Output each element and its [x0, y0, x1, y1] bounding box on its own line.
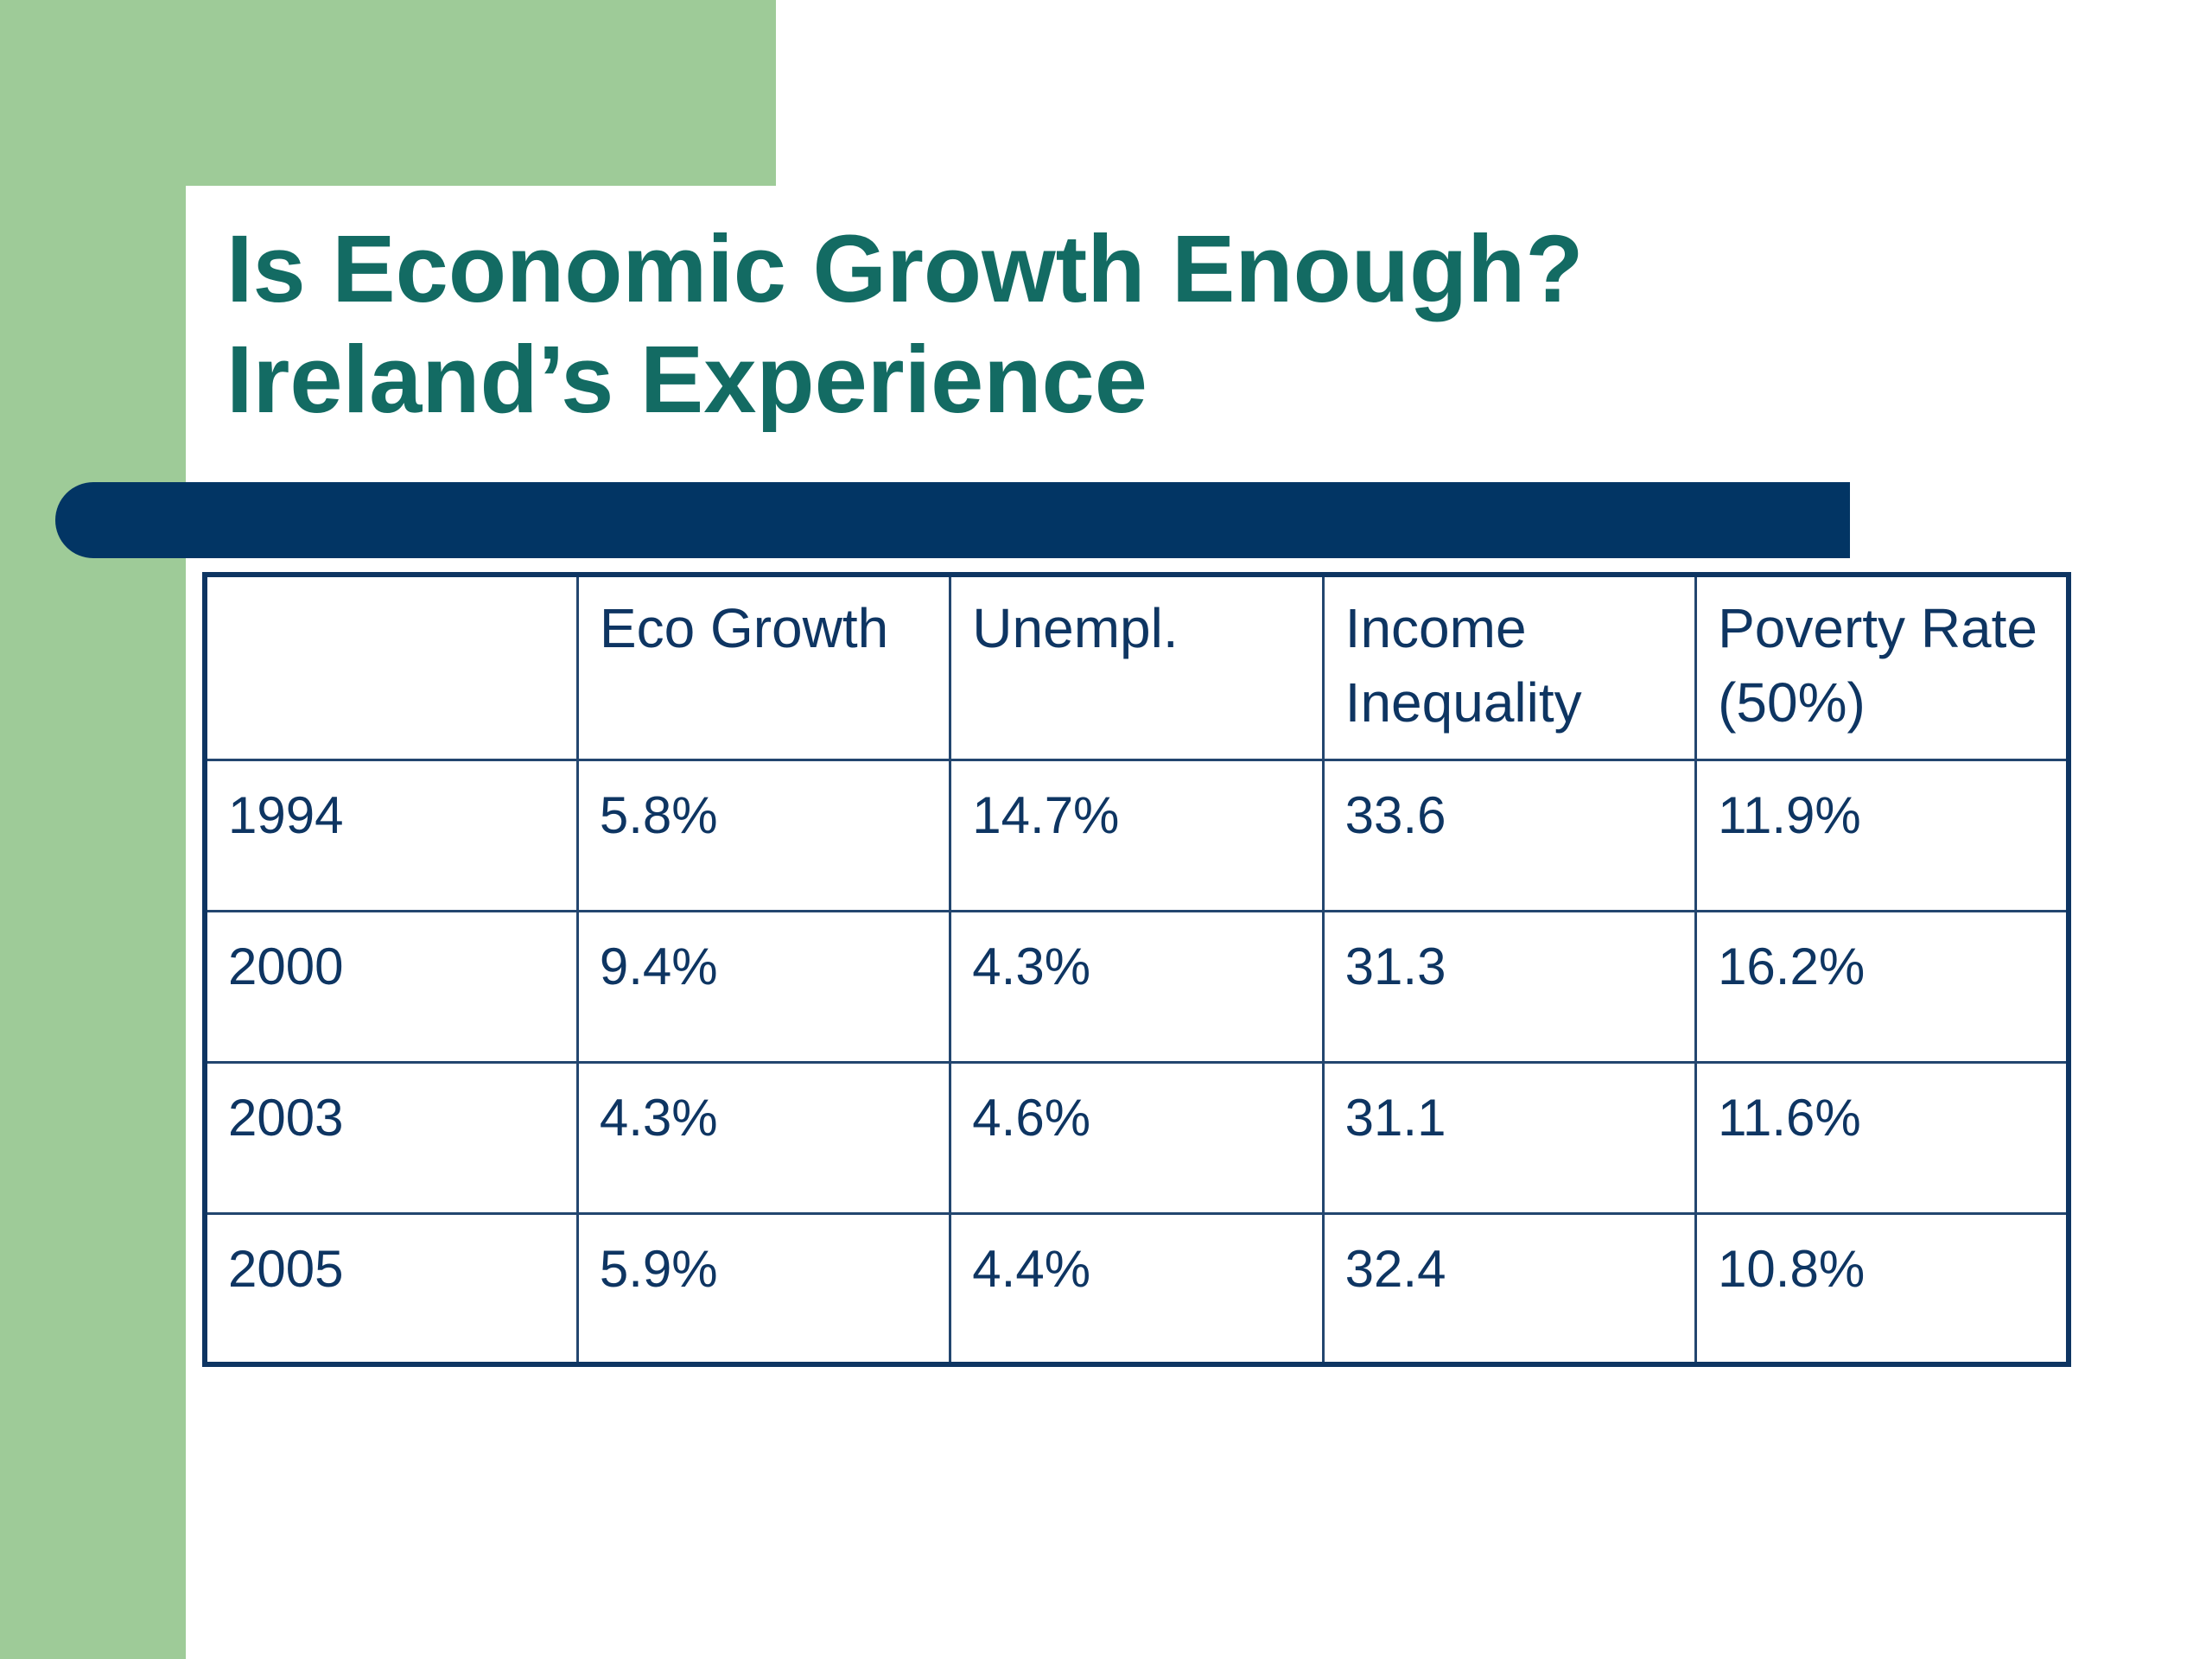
title-divider-bar [55, 482, 1850, 558]
cell-year: 2000 [203, 909, 579, 1064]
green-top-decoration [0, 0, 776, 186]
cell-eco-growth: 4.3% [575, 1060, 952, 1215]
table-row: 2005 5.9% 4.4% 32.4 10.8% [203, 1211, 2070, 1366]
cell-unemployment: 14.7% [949, 758, 1325, 912]
cell-eco-growth: 5.8% [575, 758, 952, 912]
cell-poverty-rate: 11.9% [1694, 758, 2070, 912]
slide-title-line-1: Is Economic Growth Enough? [226, 216, 1584, 322]
header-cell-unemployment: Unempl. [949, 573, 1325, 761]
cell-poverty-rate: 10.8% [1694, 1211, 2070, 1366]
table-row: 1994 5.8% 14.7% 33.6 11.9% [203, 758, 2070, 912]
header-cell-empty [203, 573, 579, 761]
cell-eco-growth: 9.4% [575, 909, 952, 1064]
green-sidebar-decoration [0, 0, 186, 1659]
cell-unemployment: 4.4% [949, 1211, 1325, 1366]
cell-year: 1994 [203, 758, 579, 912]
ireland-indicators-table: Eco Growth Unempl. Income Inequality Pov… [202, 572, 2071, 1367]
cell-year: 2005 [203, 1211, 579, 1366]
slide-title: Is Economic Growth Enough? Ireland’s Exp… [226, 214, 1584, 435]
table-row: 2000 9.4% 4.3% 31.3 16.2% [203, 909, 2070, 1064]
header-cell-income-inequality: Income Inequality [1321, 573, 1698, 761]
cell-income-inequality: 32.4 [1321, 1211, 1698, 1366]
cell-unemployment: 4.3% [949, 909, 1325, 1064]
cell-unemployment: 4.6% [949, 1060, 1325, 1215]
table-row: 2003 4.3% 4.6% 31.1 11.6% [203, 1060, 2070, 1215]
cell-income-inequality: 31.3 [1321, 909, 1698, 1064]
cell-year: 2003 [203, 1060, 579, 1215]
table-header-row: Eco Growth Unempl. Income Inequality Pov… [203, 573, 2070, 761]
cell-income-inequality: 33.6 [1321, 758, 1698, 912]
header-cell-eco-growth: Eco Growth [575, 573, 952, 761]
cell-eco-growth: 5.9% [575, 1211, 952, 1366]
header-cell-poverty-rate: Poverty Rate (50%) [1694, 573, 2070, 761]
cell-poverty-rate: 16.2% [1694, 909, 2070, 1064]
slide-title-line-2: Ireland’s Experience [226, 327, 1147, 433]
cell-income-inequality: 31.1 [1321, 1060, 1698, 1215]
cell-poverty-rate: 11.6% [1694, 1060, 2070, 1215]
